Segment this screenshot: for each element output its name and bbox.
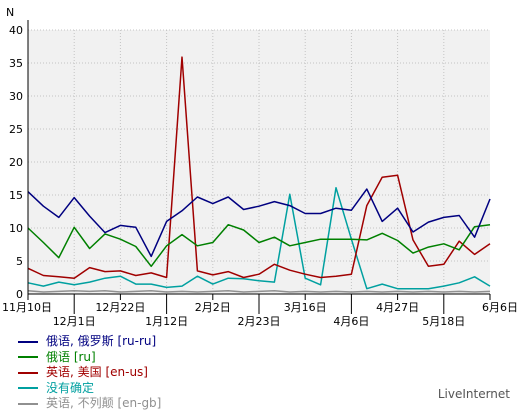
legend-swatch (18, 340, 38, 343)
legend-item-ru: 俄语 [ru] (18, 350, 161, 366)
y-tick-label: 0 (16, 288, 23, 301)
y-axis-label: N (6, 6, 14, 19)
watermark: LiveInternet (437, 387, 510, 401)
y-tick-label: 40 (9, 24, 23, 37)
x-tick-label: 2月2日 (195, 301, 231, 314)
legend-swatch (18, 371, 38, 374)
legend-label: 俄语 [ru] (46, 349, 96, 364)
y-tick-label: 15 (9, 189, 23, 202)
y-tick-label: 30 (9, 90, 23, 103)
series-lines (27, 56, 491, 293)
y-tick-label: 10 (9, 222, 23, 235)
x-tick-label: 4月27日 (376, 301, 419, 314)
legend-swatch (18, 356, 38, 359)
series-line (27, 223, 491, 268)
legend-label: 没有确定 (46, 380, 95, 395)
y-tick-label: 35 (9, 57, 23, 70)
series-line (27, 186, 491, 290)
legend-item-en-us: 英语, 美国 [en-us] (18, 365, 161, 381)
legend-label: 英语, 美国 [en-us] (46, 365, 148, 379)
x-tick-label: 2月23日 (238, 315, 281, 328)
x-tick-label: 11月10日 (2, 301, 52, 314)
y-tick-label: 25 (9, 123, 23, 136)
x-tick-label: 12月22日 (95, 301, 145, 314)
series-line (27, 188, 491, 258)
legend-item-undetermined: 没有确定 (18, 381, 161, 397)
legend-item-ru-ru: 俄语, 俄罗斯 [ru-ru] (18, 334, 161, 350)
x-tick-label: 3月16日 (284, 301, 327, 314)
legend-swatch (18, 402, 38, 405)
x-tick-label: 1月12日 (145, 315, 188, 328)
series-line (27, 56, 491, 279)
x-tick-label: 4月6日 (333, 315, 369, 328)
axes (27, 20, 491, 314)
legend: 俄语, 俄罗斯 [ru-ru] 俄语 [ru] 英语, 美国 [en-us] 没… (18, 334, 161, 412)
y-tick-label: 5 (16, 255, 23, 268)
legend-swatch (18, 387, 38, 390)
series-line (27, 289, 491, 293)
x-tick-label: 5月18日 (422, 315, 465, 328)
legend-label: 英语, 不列颠 [en-gb] (46, 396, 162, 410)
legend-item-en-gb: 英语, 不列颠 [en-gb] (18, 396, 161, 412)
y-tick-label: 20 (9, 156, 23, 169)
legend-label: 俄语, 俄罗斯 [ru-ru] (46, 334, 157, 348)
x-tick-label: 12月1日 (53, 315, 96, 328)
grid (28, 29, 490, 294)
x-tick-label: 6月6日 (482, 301, 518, 314)
